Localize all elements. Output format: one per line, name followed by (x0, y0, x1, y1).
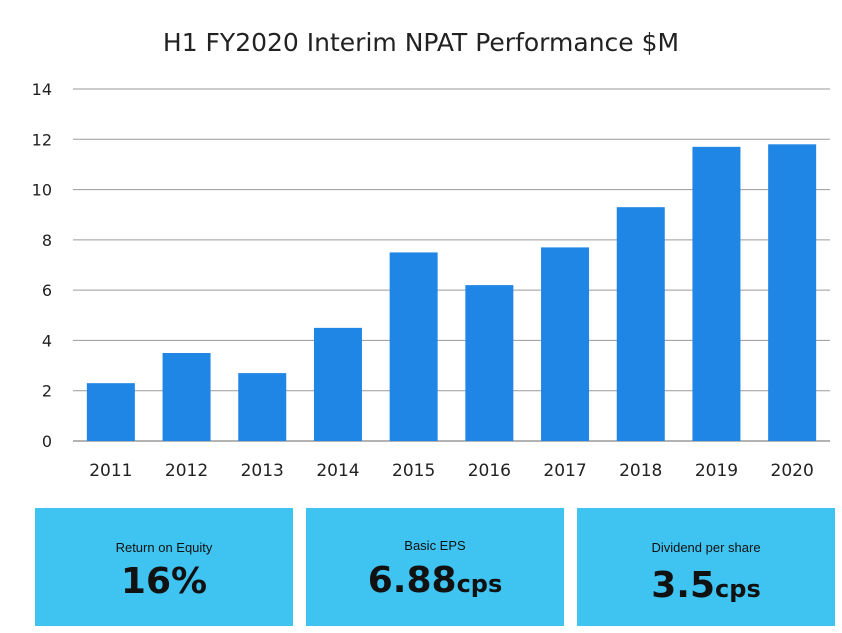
bar-2017 (541, 247, 590, 441)
x-tick-label: 2017 (543, 461, 586, 481)
y-axis-tick-labels: 0 2 4 6 8 10 12 14 (32, 80, 52, 451)
bar-2012 (162, 353, 211, 441)
kpi-number: 6.88 (367, 560, 457, 601)
kpi-value: 16% (35, 564, 293, 600)
bar-2018 (616, 207, 665, 441)
kpi-label: Dividend per share (651, 540, 761, 555)
x-tick-label: 2014 (316, 461, 359, 481)
bar-2011 (86, 383, 135, 441)
y-tick-label: 6 (42, 281, 52, 300)
bar-2013 (238, 373, 287, 441)
kpi-number: 3.5 (651, 565, 716, 606)
kpi-card-dividend-per-share: Dividend per share 3.5cps (577, 508, 835, 626)
kpi-unit: cps (715, 575, 761, 603)
bar-2019 (692, 146, 741, 442)
bar-2016 (465, 285, 514, 441)
x-tick-label: 2020 (771, 461, 814, 481)
kpi-value: 6.88cps (306, 563, 564, 599)
y-tick-label: 10 (32, 181, 52, 200)
npat-bar-chart: 0 2 4 6 8 10 12 14 2011 2012 2013 2014 2015 2016 2017… (32, 80, 830, 481)
y-tick-label: 4 (42, 331, 52, 350)
kpi-label: Return on Equity (115, 540, 213, 555)
kpi-value: 3.5cps (577, 568, 835, 604)
x-tick-label: 2011 (89, 461, 132, 481)
bar-2015 (389, 252, 438, 441)
kpi-unit: cps (456, 570, 503, 598)
y-tick-label: 14 (32, 80, 52, 99)
kpi-number: 16% (120, 561, 208, 602)
bar-2020 (768, 144, 817, 442)
kpi-card-return-on-equity: Return on Equity 16% (35, 508, 293, 626)
y-tick-label: 0 (42, 432, 52, 451)
x-axis-tick-labels: 2011 2012 2013 2014 2015 2016 2017 2018 2019 2020 (89, 461, 814, 481)
x-tick-label: 2012 (165, 461, 208, 481)
kpi-label: Basic EPS (404, 538, 466, 553)
chart-title: H1 FY2020 Interim NPAT Performance $M (162, 28, 680, 57)
y-tick-label: 8 (42, 231, 52, 250)
y-tick-label: 2 (42, 382, 52, 401)
kpi-card-basic-eps: Basic EPS 6.88cps (306, 508, 564, 626)
bar-2014 (313, 327, 362, 441)
x-tick-label: 2016 (468, 461, 511, 481)
bars (86, 144, 817, 442)
x-tick-label: 2015 (392, 461, 435, 481)
x-tick-label: 2019 (695, 461, 738, 481)
x-tick-label: 2018 (619, 461, 662, 481)
x-tick-label: 2013 (241, 461, 284, 481)
y-tick-label: 12 (32, 130, 52, 149)
